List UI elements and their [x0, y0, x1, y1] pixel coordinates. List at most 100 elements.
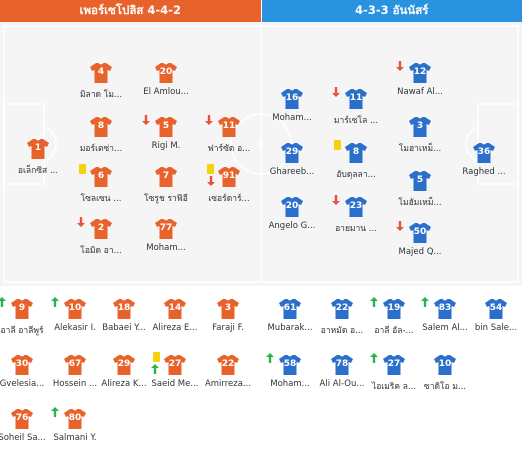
shirt-icon: 8 [89, 116, 113, 138]
player-name: Nawaf Al... [397, 87, 443, 97]
shirt-icon: 1 [26, 138, 50, 160]
player-card[interactable]: 3 Faraji F. [188, 298, 268, 336]
shirt-icon: 91 [217, 166, 241, 188]
shirt-number: 19 [387, 303, 401, 313]
player-card[interactable]: 7 โซรูช ราฟิอี [126, 166, 206, 204]
shirt-number: 80 [68, 413, 82, 423]
shirt-number: 11 [349, 93, 363, 103]
player-card[interactable]: 83 Salem Al... [405, 297, 485, 336]
shirt-icon: 11 [344, 88, 368, 110]
player-card[interactable]: 11 มาร์เซโล ... [316, 87, 396, 126]
sub-in-icon [370, 353, 378, 363]
shirt-icon: 80 [63, 408, 87, 430]
shirt-number: 10 [68, 303, 82, 313]
player-name: Majed Q... [398, 247, 442, 257]
player-card[interactable]: 67 Hossein ... [35, 354, 115, 392]
player-card[interactable]: 14 Alireza E... [135, 298, 215, 336]
player-card[interactable]: 5 โมฮัมเหม็... [380, 170, 460, 208]
shirt-icon: 54 [484, 298, 508, 320]
shirt-icon: 7 [154, 166, 178, 188]
shirt-icon: 5 [408, 170, 432, 192]
shirt-icon: 2 [89, 218, 113, 240]
player-name: El Amlou... [143, 87, 189, 97]
player-card[interactable]: 19 อาลี อัล-... [354, 297, 434, 336]
player-name: Moham... [146, 243, 186, 253]
shirt-number: 76 [15, 413, 29, 423]
shirt-number: 78 [335, 359, 349, 369]
shirt-number: 77 [159, 223, 173, 233]
home-team-formation-tab[interactable]: เพอร์เซโปลิส 4-4-2 [0, 0, 261, 22]
player-card[interactable]: 5 Rigi M. [126, 115, 206, 154]
shirt-number: 29 [117, 359, 131, 369]
player-card[interactable]: 91 เซอร์ดาร์... [189, 164, 269, 204]
player-card[interactable]: 9 อาลี อาลีพูร์ [0, 297, 62, 336]
shirt-number: 7 [162, 171, 170, 181]
sub-out-icon [396, 221, 404, 231]
player-card[interactable]: 11 ฟาร์ซัด อ... [189, 115, 269, 154]
shirt-number: 14 [168, 303, 182, 313]
player-card[interactable]: 27 Saeid Me... [135, 352, 215, 392]
player-card[interactable]: 4 มิลาด โม... [61, 62, 141, 100]
shirt-number: 18 [117, 303, 131, 313]
shirt-number: 54 [489, 303, 503, 313]
shirt-number: 27 [168, 359, 182, 369]
player-card[interactable]: 20 El Amlou... [126, 62, 206, 100]
player-card[interactable]: 8 อับดุลลา... [316, 140, 396, 180]
player-card[interactable]: 80 Salmani Y. [35, 407, 115, 446]
player-card[interactable]: 6 โซลเซน ... [61, 164, 141, 204]
player-card[interactable]: 8 มอร์เตซ่า... [61, 116, 141, 154]
shirt-number: 6 [97, 171, 105, 181]
player-card[interactable]: 29 Alireza K... [84, 354, 164, 392]
player-card[interactable]: 23 อายมาน ... [316, 195, 396, 234]
substitutes-bench: 9 อาลี อาลีพูร์ 10 Alekasir I. 18 Babaei Y...… [0, 286, 522, 461]
player-card[interactable]: 61 Mubarak... [250, 298, 330, 336]
player-card[interactable]: 10 ซาดิโอ ม... [405, 354, 485, 392]
sub-in-icon [51, 297, 59, 307]
player-card[interactable]: 50 Majed Q... [380, 221, 460, 260]
player-card[interactable]: 3 โมฮาเหม็... [380, 116, 460, 154]
player-name: bin Sale... [474, 323, 518, 333]
player-card[interactable]: 12 Nawaf Al... [380, 61, 460, 100]
player-card[interactable]: 30 Gvelesia... [0, 354, 62, 392]
shirt-number: 4 [97, 67, 105, 77]
shirt-icon: 16 [280, 88, 304, 110]
shirt-icon: 12 [408, 62, 432, 84]
shirt-icon: 22 [216, 354, 240, 376]
player-card[interactable]: 76 Soheil Sa... [0, 408, 62, 446]
shirt-number: 27 [387, 359, 401, 369]
shirt-icon: 58 [278, 354, 302, 376]
player-card[interactable]: 78 Ali Al-Ou... [302, 354, 382, 392]
sub-in-icon [151, 364, 159, 374]
player-card[interactable]: 16 Moham... [252, 88, 332, 126]
player-card[interactable]: 22 Amirreza... [188, 354, 268, 392]
player-card[interactable]: 1 อเล็กซิส ... [0, 138, 78, 176]
shirt-number: 29 [285, 147, 299, 157]
sub-out-icon [396, 61, 404, 71]
player-card[interactable]: 22 อาหมัด อ... [302, 298, 382, 336]
player-name: ซาดิโอ ม... [423, 382, 467, 392]
shirt-number: 5 [162, 121, 170, 131]
shirt-number: 10 [438, 359, 452, 369]
player-card[interactable]: 29 Ghareeb... [252, 142, 332, 180]
player-card[interactable]: 58 Moham... [250, 353, 330, 392]
shirt-icon: 27 [163, 354, 187, 376]
shirt-icon: 23 [344, 196, 368, 218]
player-card[interactable]: 27 ไอเมริค ล... [354, 353, 434, 392]
shirt-icon: 29 [112, 354, 136, 376]
player-card[interactable]: 2 โอมิด อา... [61, 217, 141, 256]
away-team-formation-tab[interactable]: 4-3-3 อันนัสร์ [260, 0, 522, 22]
player-card[interactable]: 18 Babaei Y... [84, 298, 164, 336]
shirt-number: 8 [97, 121, 105, 131]
player-card[interactable]: 36 Raghed ... [444, 142, 522, 180]
shirt-icon: 83 [433, 298, 457, 320]
shirt-icon: 9 [10, 298, 34, 320]
shirt-icon: 10 [63, 298, 87, 320]
shirt-number: 16 [285, 93, 299, 103]
shirt-icon: 20 [280, 196, 304, 218]
player-card[interactable]: 20 Angelo G... [252, 196, 332, 234]
player-card[interactable]: 54 bin Sale... [456, 298, 522, 336]
player-card[interactable]: 77 Moham... [126, 218, 206, 256]
player-card[interactable]: 10 Alekasir I. [35, 297, 115, 336]
shirt-number: 11 [222, 121, 236, 131]
shirt-number: 12 [413, 67, 427, 77]
